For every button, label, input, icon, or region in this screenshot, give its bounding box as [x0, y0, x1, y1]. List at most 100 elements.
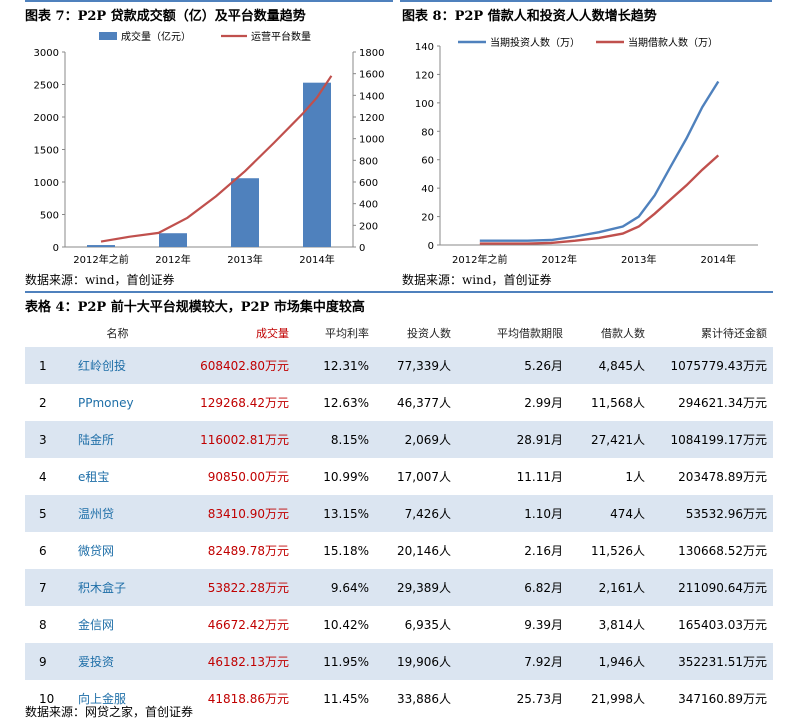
fig7-x-tick-label: 2012年之前 — [73, 253, 128, 266]
table-cell: 28.91月 — [457, 421, 569, 458]
fig8-investor-line — [479, 80, 720, 242]
table-cell: 7,426人 — [375, 495, 457, 532]
fig7-legend-label-line: 运营平台数量 — [251, 30, 311, 43]
table-header-cell: 累计待还金额 — [651, 319, 773, 347]
table-cell: 5 — [25, 495, 70, 532]
table-cell: 41818.86万元 — [207, 692, 289, 706]
fig7-legend-label-bar: 成交量（亿元） — [121, 30, 191, 43]
table-cell: 130668.52万元 — [678, 544, 767, 558]
fig7-left-tick-label: 0 — [53, 243, 59, 254]
platform-name-cell: 陆金所 — [70, 421, 165, 458]
platform-name-cell: 微贷网 — [78, 544, 115, 558]
fig7-left-tick-label: 3000 — [34, 48, 59, 59]
table-cell: 29,389人 — [375, 569, 457, 606]
platform-name-cell: PPmoney — [78, 395, 134, 410]
table-row: 10 向上金服 41818.86万元 11.45% 33,886人 25.73月 21,99… — [25, 680, 773, 717]
fig8-y-tick-label: 20 — [421, 213, 434, 224]
fig7-left-tick-label: 2500 — [34, 81, 59, 92]
table-cell: 347160.89万元 — [678, 692, 767, 706]
table-cell: 6.82月 — [457, 569, 569, 606]
fig7-right-tick-label: 1400 — [359, 91, 384, 102]
table-cell: 6 — [39, 543, 47, 558]
platform-name-cell: 金信网 — [78, 618, 115, 632]
table-cell: 2 — [39, 395, 47, 410]
table-cell: 116002.81万元 — [165, 421, 295, 458]
table-cell: 17,007人 — [397, 470, 451, 484]
table-cell: 129268.42万元 — [200, 396, 289, 410]
table-cell: 11.95% — [295, 643, 375, 680]
fig8-x-tick-label: 2012年之前 — [452, 253, 507, 266]
table-cell: 5.26月 — [457, 347, 569, 384]
table-row: 3 陆金所 116002.81万元 8.15% 2,069人 28.91月 27,421人 1… — [25, 421, 773, 458]
fig8-y-tick-label: 80 — [421, 127, 434, 138]
table-header-cell — [25, 319, 70, 347]
table-cell: 13.15% — [295, 495, 375, 532]
table-cell: 9.39月 — [524, 618, 563, 632]
fig7-right-tick-label: 200 — [359, 221, 378, 232]
table-row: 5 温州贷 83410.90万元 13.15% 7,426人 1.10月 474人 53532… — [25, 495, 773, 532]
fig7-left-tick-label: 1500 — [34, 146, 59, 157]
fig7-right-tick-label: 1000 — [359, 135, 384, 146]
table-cell: 33,886人 — [397, 692, 451, 706]
table-cell: 4,845人 — [569, 347, 651, 384]
table-header-cell: 平均借款期限 — [457, 319, 569, 347]
table-cell: 9 — [25, 643, 70, 680]
fig7-right-tick-label: 0 — [359, 243, 365, 254]
table-cell: 82489.78万元 — [207, 544, 289, 558]
fig8-y-tick-label: 60 — [421, 156, 434, 167]
table-cell: 11.45% — [323, 691, 369, 706]
fig8-legend-label-investor: 当期投资人数（万） — [490, 36, 580, 49]
fig7-left-tick-label: 2000 — [34, 113, 59, 124]
table-cell: 10 — [39, 691, 55, 706]
table-header-cell: 成交量 — [165, 319, 295, 347]
fig8-title: 图表 8：P2P 借款人和投资人人数增长趋势 — [402, 9, 657, 24]
table-cell: 474人 — [569, 495, 651, 532]
table-cell: 6,935人 — [404, 618, 451, 632]
fig7-top-rule — [25, 0, 393, 2]
table-header-cell: 投资人数 — [375, 319, 457, 347]
table-cell: 10.42% — [323, 617, 369, 632]
table-cell: 12.31% — [295, 347, 375, 384]
fig7-platform-line — [100, 75, 333, 243]
table-cell: 46182.13万元 — [165, 643, 295, 680]
fig8-top-rule — [400, 0, 772, 2]
fig7-title: 图表 7：P2P 贷款成交额（亿）及平台数量趋势 — [25, 9, 306, 24]
table-cell: 7.92月 — [457, 643, 569, 680]
table-cell: 77,339人 — [375, 347, 457, 384]
fig7-legend-swatch-bar — [99, 32, 117, 40]
table-cell: 15.18% — [323, 543, 369, 558]
table-cell: 21,998人 — [591, 692, 645, 706]
fig8-x-tick-label: 2012年 — [542, 253, 577, 266]
fig7-x-tick-label: 2012年 — [155, 253, 190, 266]
table-cell: 2,069人 — [375, 421, 457, 458]
table-header-row: 名称 成交量 平均利率 投资人数 平均借款期限 借款人数 累计待还金额 — [25, 319, 773, 347]
fig8-chart: 0 20 40 60 80 100 120 140 2012年之前 2012年 2013年 2014年… — [415, 36, 758, 266]
table-cell: 294621.34万元 — [678, 396, 767, 410]
table-cell: 46672.42万元 — [207, 618, 289, 632]
table4-source: 数据来源：网贷之家，首创证券 — [25, 705, 194, 719]
table-cell: 1075779.43万元 — [651, 347, 773, 384]
table-cell: 1.10月 — [457, 495, 569, 532]
fig7-bar — [159, 233, 187, 247]
table-header-cell: 借款人数 — [569, 319, 651, 347]
table-cell: 3,814人 — [598, 618, 645, 632]
platform-name-cell: 温州贷 — [70, 495, 165, 532]
table-cell: 90850.00万元 — [207, 470, 289, 484]
table-cell: 352231.51万元 — [651, 643, 773, 680]
fig8-x-tick-label: 2014年 — [701, 253, 736, 266]
table-cell: 83410.90万元 — [165, 495, 295, 532]
table-cell: 2,161人 — [569, 569, 651, 606]
table-cell: 11,526人 — [591, 544, 645, 558]
platform-name-cell: 向上金服 — [78, 692, 127, 706]
table-cell: 2.16月 — [524, 544, 563, 558]
table-header-cell: 名称 — [70, 319, 165, 347]
fig7-right-tick-label: 600 — [359, 178, 378, 189]
table-cell: 11,568人 — [591, 396, 645, 410]
table-header-cell: 平均利率 — [295, 319, 375, 347]
table-cell: 19,906人 — [375, 643, 457, 680]
table-cell: 4 — [39, 469, 47, 484]
fig7-right-tick-label: 1600 — [359, 70, 384, 81]
platform-name-cell: 积木盒子 — [70, 569, 165, 606]
table-cell: 53822.28万元 — [165, 569, 295, 606]
table-cell: 8.15% — [295, 421, 375, 458]
